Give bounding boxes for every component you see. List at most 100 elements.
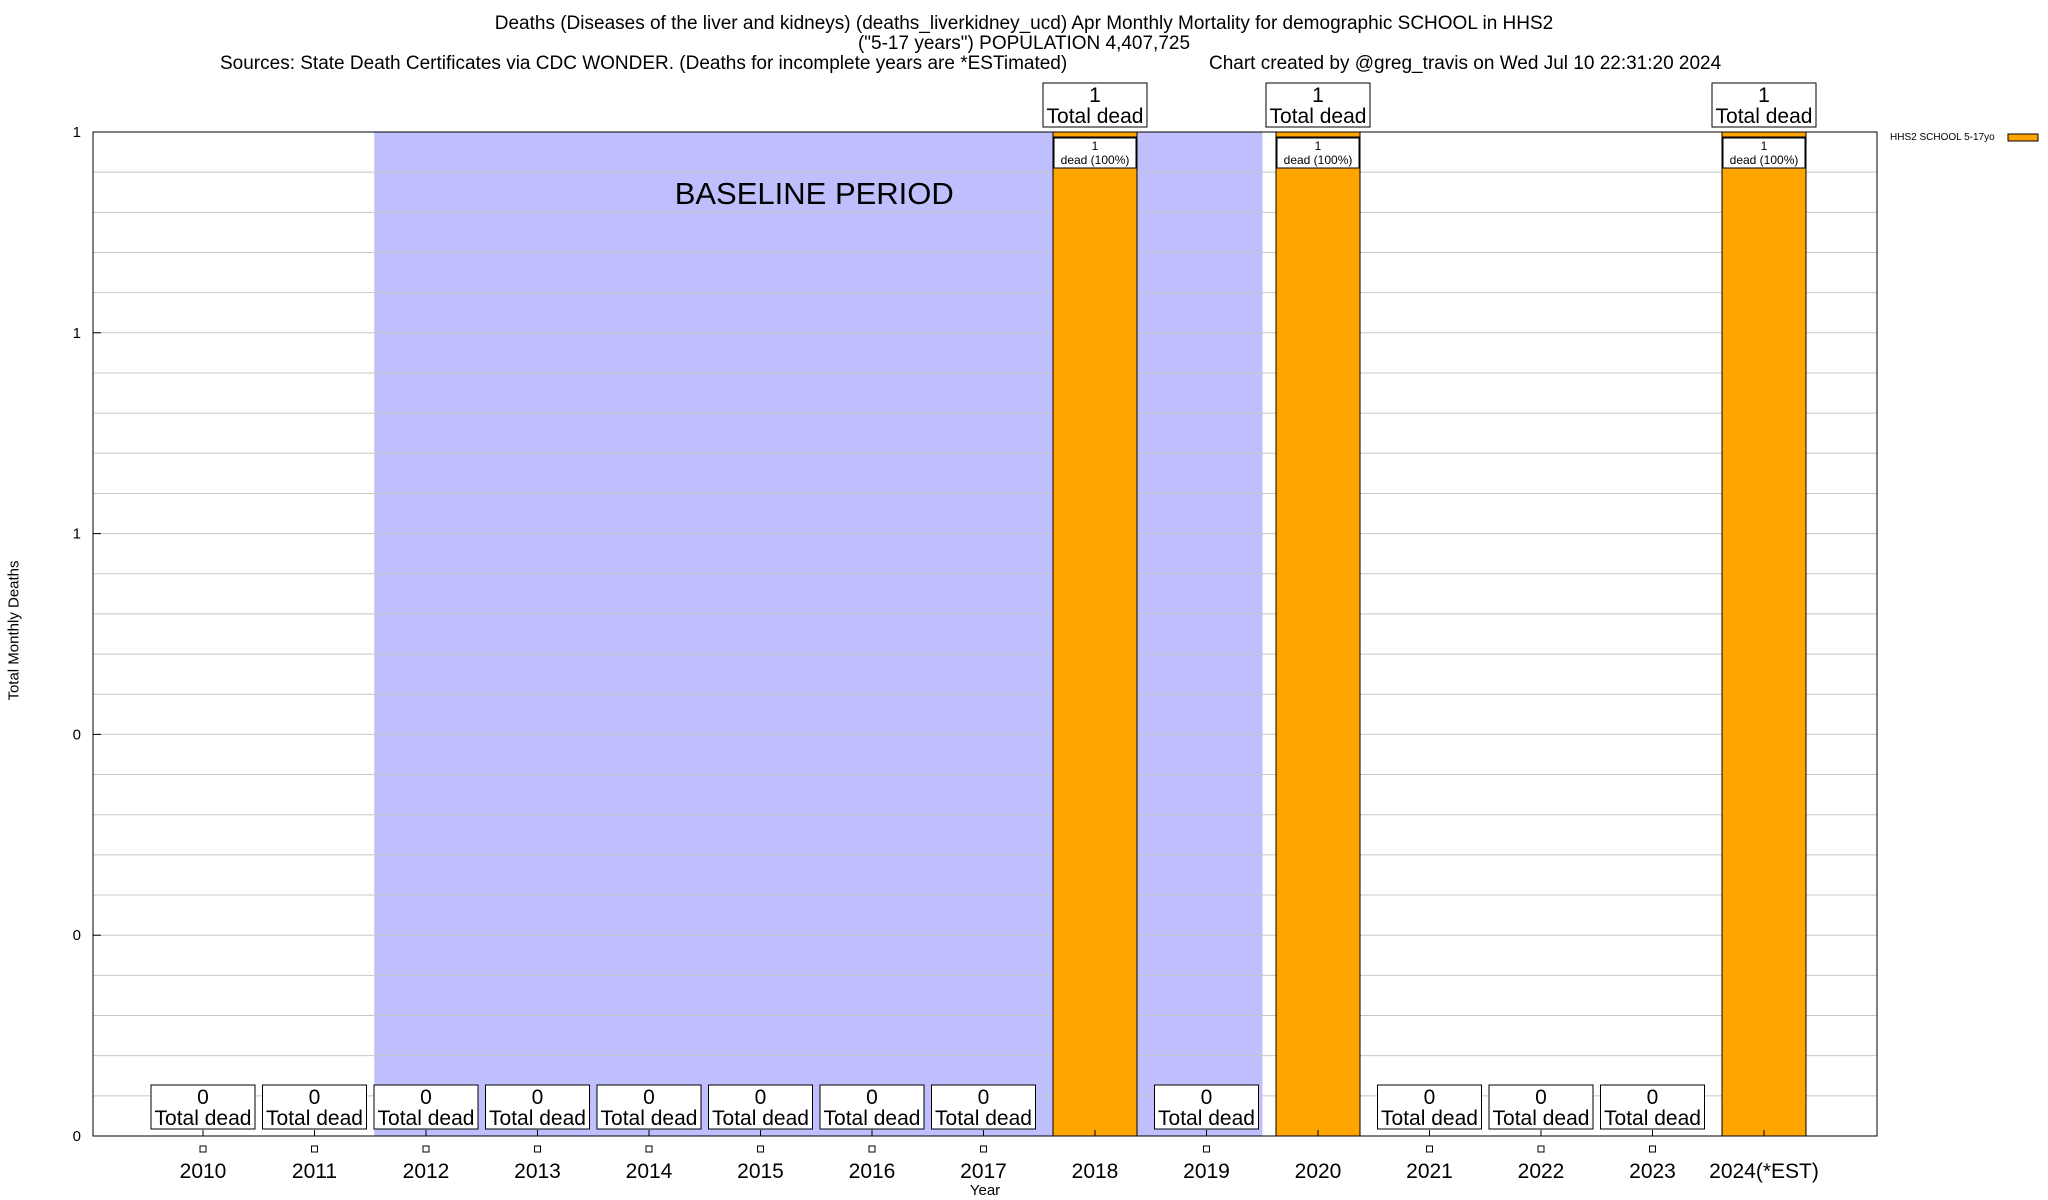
total-dead-label: Total dead — [601, 1107, 698, 1130]
chart-title: Deaths (Diseases of the liver and kidney… — [494, 13, 1554, 34]
bar-2020 — [1275, 131, 1361, 1137]
x-tick-label: 2022 — [1518, 1160, 1565, 1183]
legend-swatch — [2007, 133, 2039, 142]
y-tick-label: 0 — [73, 1128, 81, 1145]
chart-sources: Sources: State Death Certificates via CD… — [220, 53, 1068, 74]
dead-percent-label: dead (100%) — [1730, 153, 1799, 167]
total-dead-box — [819, 1084, 925, 1130]
x-tick-label: 2019 — [1183, 1160, 1230, 1183]
y-tick-label: 0 — [73, 927, 81, 944]
total-value-label: 0 — [866, 1086, 878, 1109]
zero-marker — [1649, 1145, 1656, 1153]
total-value-label: 0 — [420, 1086, 432, 1109]
zero-marker — [1426, 1145, 1433, 1153]
total-dead-label: Total dead — [824, 1107, 921, 1130]
dead-count-label: 1 — [1315, 139, 1322, 153]
x-tick-label: 2023 — [1629, 1160, 1676, 1183]
total-dead-box — [1711, 82, 1817, 128]
total-value-label: 0 — [1647, 1086, 1659, 1109]
total-dead-label: Total dead — [266, 1107, 363, 1130]
total-value-label: 0 — [755, 1086, 767, 1109]
dead-percent-label: dead (100%) — [1284, 153, 1353, 167]
x-tick-label: 2012 — [403, 1160, 450, 1183]
zero-marker — [311, 1145, 318, 1153]
total-dead-label: Total dead — [1047, 105, 1144, 128]
total-dead-label: Total dead — [1270, 105, 1367, 128]
total-value-label: 0 — [532, 1086, 544, 1109]
total-dead-label: Total dead — [378, 1107, 475, 1130]
total-value-label: 0 — [643, 1086, 655, 1109]
zero-marker — [645, 1145, 653, 1153]
bar-2018 — [1052, 131, 1138, 1137]
total-value-label: 0 — [1424, 1086, 1436, 1109]
total-value-label: 0 — [309, 1086, 321, 1109]
bar-cap — [1275, 131, 1361, 138]
total-dead-box — [1488, 1084, 1594, 1130]
zero-marker — [534, 1145, 541, 1153]
dead-count-label: 1 — [1092, 139, 1099, 153]
total-dead-box — [596, 1084, 702, 1130]
total-dead-box — [1042, 82, 1148, 128]
total-dead-box — [1377, 1084, 1482, 1130]
legend-label: HHS2 SCHOOL 5-17yo — [1890, 132, 1995, 143]
x-tick-label: 2016 — [849, 1160, 896, 1183]
baseline-label: BASELINE PERIOD — [675, 176, 954, 211]
zero-marker — [980, 1145, 987, 1153]
y-tick-label: 1 — [73, 526, 81, 543]
total-dead-box — [262, 1084, 367, 1130]
total-dead-label: Total dead — [712, 1107, 809, 1130]
total-value-label: 1 — [1089, 84, 1101, 107]
dead-percent-box — [1722, 137, 1806, 169]
total-value-label: 1 — [1312, 84, 1324, 107]
dead-percent-label: dead (100%) — [1061, 153, 1130, 167]
total-dead-box — [373, 1084, 479, 1130]
dead-count-label: 1 — [1761, 139, 1768, 153]
zero-marker — [199, 1145, 207, 1153]
x-tick-label: 2018 — [1072, 1160, 1119, 1183]
total-value-label: 0 — [978, 1086, 990, 1109]
x-tick-label: 2013 — [514, 1160, 561, 1183]
total-dead-box — [708, 1084, 813, 1130]
x-tick-label: 2011 — [292, 1160, 337, 1183]
total-dead-label: Total dead — [489, 1107, 586, 1130]
x-tick-label: 2021 — [1406, 1160, 1453, 1183]
y-axis-label: Total Monthly Deaths — [5, 560, 23, 701]
total-value-label: 0 — [1201, 1086, 1213, 1109]
chart-credit: Chart created by @greg_travis on Wed Jul… — [1209, 53, 1722, 74]
bar-2024(*EST) — [1721, 131, 1807, 1137]
plot-frame — [92, 131, 1878, 1137]
total-dead-box — [1265, 82, 1371, 128]
total-dead-box — [150, 1084, 256, 1130]
zero-marker — [868, 1145, 876, 1153]
x-tick-label: 2024(*EST) — [1709, 1160, 1819, 1183]
x-tick-label: 2010 — [180, 1160, 227, 1183]
total-dead-label: Total dead — [1493, 1107, 1590, 1130]
x-tick-label: 2017 — [960, 1160, 1007, 1183]
total-dead-label: Total dead — [1716, 105, 1813, 128]
bar-cap — [1721, 131, 1807, 138]
total-dead-label: Total dead — [1604, 1107, 1701, 1130]
dead-percent-box — [1276, 137, 1360, 169]
total-dead-label: Total dead — [155, 1107, 252, 1130]
zero-marker — [757, 1145, 764, 1153]
bar-cap — [1052, 131, 1138, 138]
total-dead-box — [485, 1084, 590, 1130]
total-value-label: 1 — [1758, 84, 1770, 107]
total-dead-box — [931, 1084, 1036, 1130]
x-tick-label: 2020 — [1295, 1160, 1342, 1183]
total-dead-box — [1154, 1084, 1259, 1130]
y-tick-label: 1 — [73, 124, 81, 141]
total-dead-label: Total dead — [1381, 1107, 1478, 1130]
dead-percent-box — [1053, 137, 1137, 169]
zero-marker — [1537, 1145, 1545, 1153]
zero-marker — [1203, 1145, 1210, 1153]
y-tick-label: 0 — [73, 726, 81, 743]
total-dead-label: Total dead — [1158, 1107, 1255, 1130]
total-value-label: 0 — [197, 1086, 209, 1109]
x-axis-label: Year — [969, 1182, 1001, 1199]
y-tick-label: 1 — [73, 325, 81, 342]
chart-subtitle: ("5-17 years") POPULATION 4,407,725 — [857, 33, 1191, 54]
x-tick-label: 2014 — [626, 1160, 673, 1183]
total-dead-label: Total dead — [935, 1107, 1032, 1130]
